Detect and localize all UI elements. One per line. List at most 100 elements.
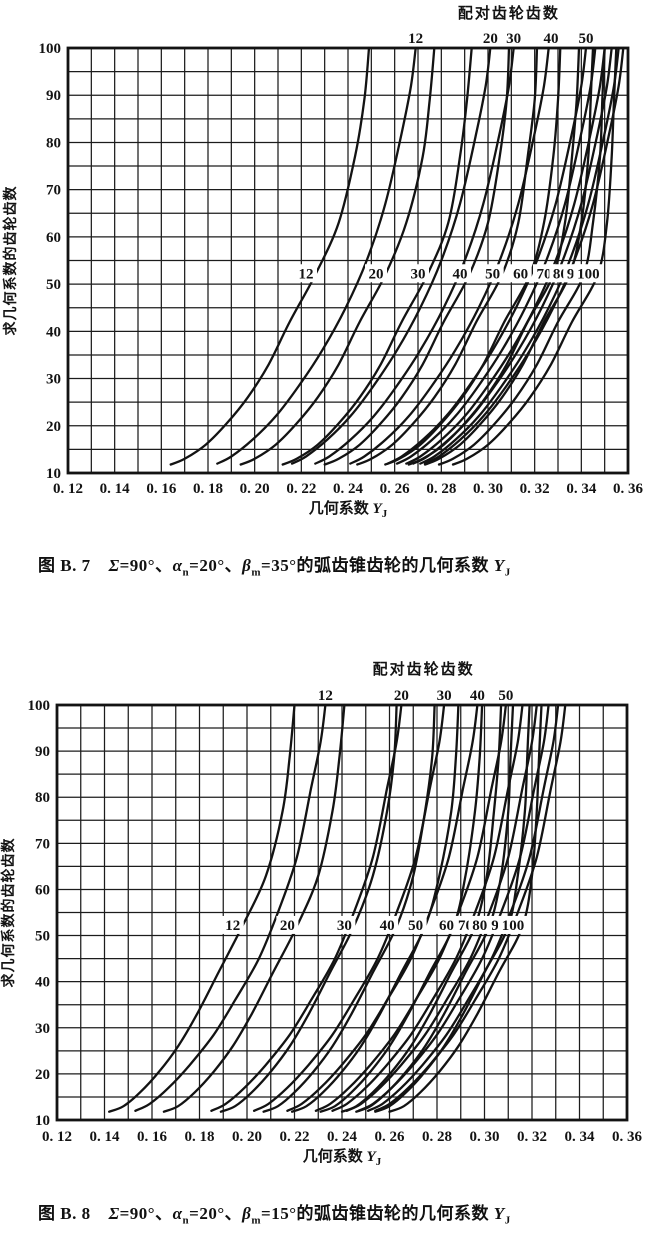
plot-frame: [55, 703, 629, 1122]
x-tick-0. 20: 0. 20: [232, 1129, 262, 1145]
y-tick-10: 10: [35, 1113, 50, 1129]
grid-lines: [67, 47, 629, 474]
mid-curve-label-100: 100: [502, 918, 525, 934]
x-tick-0. 28: 0. 28: [426, 481, 456, 497]
y-tick-80: 80: [46, 135, 61, 151]
y-tick-labels: 10 20 30 40 50 60 70 80 90 100: [28, 698, 51, 1129]
top-curve-label-30: 30: [506, 31, 521, 47]
x-tick-0. 32: 0. 32: [517, 1129, 547, 1145]
curve-mid-mate-50: [290, 703, 460, 1113]
curve-mid-mate-80: [355, 703, 515, 1113]
mid-curve-label-40: 40: [380, 918, 395, 934]
top-axis-title: 配对齿轮齿数: [373, 660, 475, 678]
curve-top-mate-20: [290, 46, 492, 465]
curve-top-mate-30: [314, 46, 515, 465]
figure-b7-caption-text: Σ=90°、αn=20°、βm=35°的弧齿锥齿轮的几何系数 YJ: [108, 556, 511, 579]
mid-curve-label-40: 40: [453, 266, 468, 282]
curve-mid-mate-40: [262, 703, 436, 1113]
x-tick-labels: 0. 12 0. 14 0. 16 0. 18 0. 20 0. 22 0. 24 0. 26…: [53, 481, 644, 497]
mid-curve-label-50: 50: [485, 266, 500, 282]
mid-curve-labels: 122030405060708090100: [295, 264, 604, 283]
mid-curve-label-70: 70: [537, 266, 552, 282]
curve-mid-mate-100: [451, 46, 618, 466]
curve-top-mate-50: [314, 703, 508, 1112]
curve-top-mate-50: [386, 46, 588, 465]
x-tick-0. 12: 0. 12: [53, 481, 83, 497]
curve-mid-mate-100: [388, 703, 543, 1113]
mid-curve-label-20: 20: [369, 266, 384, 282]
x-tick-0. 14: 0. 14: [100, 481, 131, 497]
curve-top-mate-100: [423, 46, 625, 465]
y-axis-title: 求几何系数的齿轮齿数: [2, 186, 19, 336]
y-tick-50: 50: [46, 277, 61, 293]
curve-mid-mate-70: [407, 46, 581, 466]
curve-mid-mate-20: [162, 703, 346, 1113]
x-tick-0. 34: 0. 34: [566, 481, 597, 497]
y-tick-60: 60: [35, 882, 50, 898]
curve-top-mate-100: [374, 703, 567, 1112]
top-curve-label-50: 50: [498, 688, 513, 704]
x-tick-0. 36: 0. 36: [613, 481, 644, 497]
x-tick-0. 30: 0. 30: [473, 481, 503, 497]
curve-top-mate-90: [419, 46, 620, 465]
curve-mid-mate-40: [323, 46, 511, 466]
y-tick-20: 20: [35, 1067, 50, 1083]
y-tick-30: 30: [46, 372, 61, 388]
curve-mid-mate-90: [374, 703, 531, 1113]
x-tick-0. 24: 0. 24: [327, 1129, 358, 1145]
top-curve-label-40: 40: [544, 31, 559, 47]
y-tick-30: 30: [35, 1021, 50, 1037]
x-tick-0. 34: 0. 34: [565, 1129, 596, 1145]
y-tick-20: 20: [46, 419, 61, 435]
top-curve-label-12: 12: [408, 31, 423, 47]
curves: [169, 46, 625, 466]
y-tick-10: 10: [46, 466, 61, 482]
figure-b8-number: 图 B. 8: [38, 1204, 91, 1223]
curve-top-mate-12: [216, 46, 417, 465]
mid-curve-labels: 122030405060708090100: [221, 915, 528, 934]
y-tick-60: 60: [46, 230, 61, 246]
top-curve-label-20: 20: [394, 688, 409, 704]
curve-top-mate-20: [210, 703, 403, 1112]
figure-b7-caption: 图 B. 7 Σ=90°、αn=20°、βm=35°的弧齿锥齿轮的几何系数 YJ: [38, 551, 638, 578]
y-tick-100: 100: [28, 698, 51, 714]
x-tick-0. 18: 0. 18: [185, 1129, 215, 1145]
y-axis-title: 求几何系数的齿轮齿数: [0, 838, 17, 988]
mid-curve-label-30: 30: [411, 266, 426, 282]
mid-curve-label-12: 12: [225, 918, 240, 934]
curve-top-mate-60: [395, 46, 597, 465]
x-tick-labels: 0. 12 0. 14 0. 16 0. 18 0. 20 0. 22 0. 24 0. 26…: [42, 1129, 643, 1145]
mid-curve-label-60: 60: [513, 266, 528, 282]
top-curve-labels: 12 20 30 40 50: [408, 31, 593, 47]
x-axis-title: 几何系数 YJ: [309, 499, 388, 520]
curve-top-mate-40: [349, 46, 550, 465]
y-tick-90: 90: [35, 744, 50, 760]
x-tick-0. 26: 0. 26: [375, 1129, 406, 1145]
mid-curve-label-50: 50: [408, 918, 423, 934]
figure-b8-caption: 图 B. 8 Σ=90°、αn=20°、βm=15°的弧齿锥齿轮的几何系数 YJ: [38, 1199, 638, 1226]
x-axis-title: 几何系数 YJ: [303, 1147, 382, 1168]
curve-top-mate-90: [366, 703, 560, 1112]
y-tick-50: 50: [35, 929, 50, 945]
curves: [108, 703, 567, 1113]
y-tick-70: 70: [46, 183, 61, 199]
y-tick-labels: 10 20 30 40 50 60 70 80 90 100: [39, 41, 62, 482]
curve-top-mate-30: [252, 703, 446, 1112]
x-tick-0. 22: 0. 22: [280, 1129, 310, 1145]
curve-mid-mate-60: [384, 46, 562, 466]
curve-mid-mate-30: [281, 46, 473, 466]
figure-b7-chart: 12 20 30 40 50 60 70 80 90 100 12 20 30 40 50 配对齿轮齿数 0. …: [2, 4, 644, 520]
curve-mid-mate-90: [437, 46, 606, 466]
x-tick-0. 16: 0. 16: [146, 481, 177, 497]
y-tick-80: 80: [35, 790, 50, 806]
curve-mid-mate-70: [340, 703, 503, 1113]
curve-top-mate-12: [134, 703, 327, 1112]
x-tick-0. 12: 0. 12: [42, 1129, 72, 1145]
y-tick-90: 90: [46, 88, 61, 104]
y-tick-100: 100: [39, 41, 62, 57]
figure-b7-number: 图 B. 7: [38, 556, 91, 575]
top-axis-title: 配对齿轮齿数: [458, 4, 560, 22]
grid-lines: [56, 704, 628, 1121]
curve-mid-mate-12: [108, 703, 296, 1113]
mid-curve-label-30: 30: [337, 918, 352, 934]
